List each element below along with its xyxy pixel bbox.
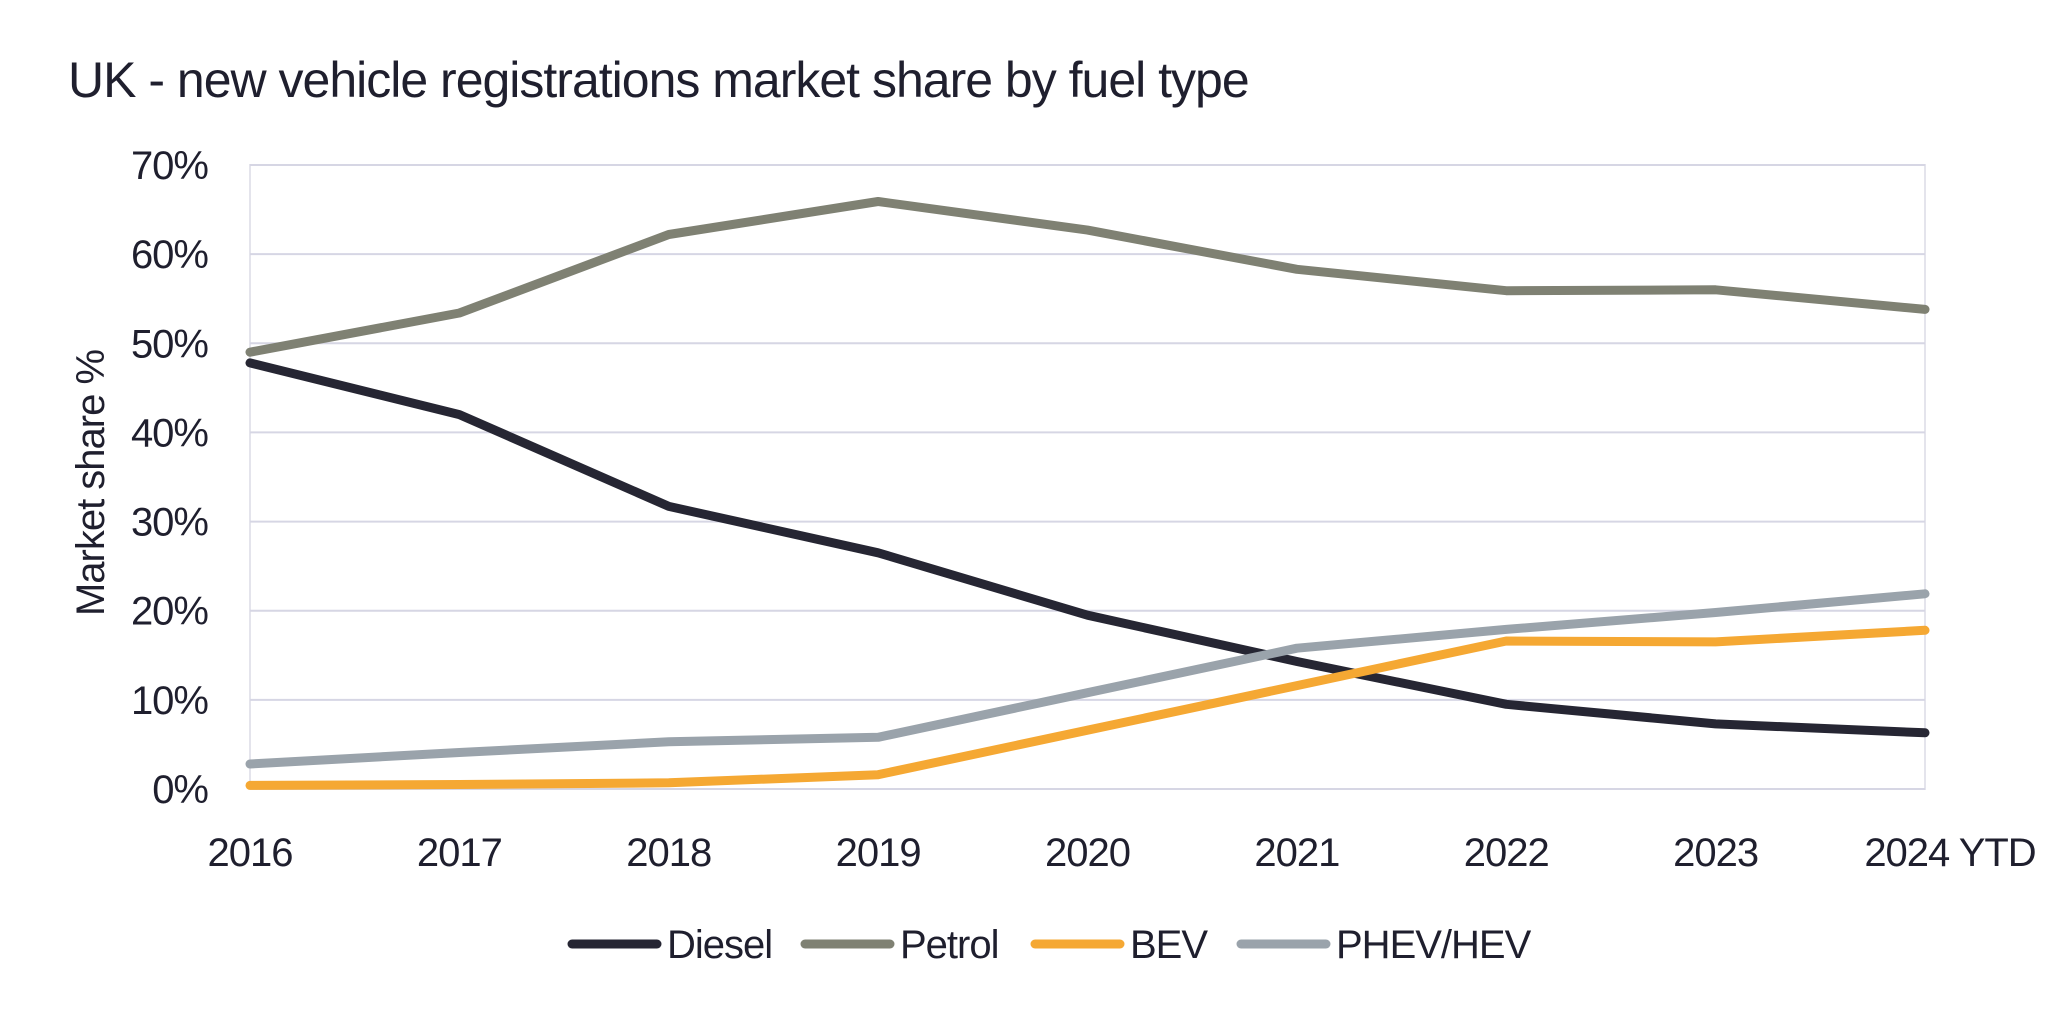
legend-label-bev: BEV [1130, 923, 1208, 967]
y-tick-label: 60% [131, 233, 208, 277]
legend-label-petrol: Petrol [900, 923, 999, 967]
series-line-diesel [245, 358, 1930, 738]
x-axis-ticks: 2016 2017 2018 2019 2020 2021 2022 2023 2024 YTD [208, 831, 2037, 875]
x-tick-label: 2022 [1464, 831, 1549, 875]
y-tick-label: 20% [131, 590, 208, 634]
x-tick-label: 2020 [1045, 831, 1130, 875]
series-line-petrol [245, 197, 1930, 357]
x-tick-label: 2019 [836, 831, 921, 875]
series-lines [245, 197, 1930, 790]
y-tick-label: 10% [131, 679, 208, 723]
x-tick-label: 2017 [417, 831, 502, 875]
gridlines [250, 164, 1925, 790]
y-axis-ticks: 0% 10% 20% 30% 40% 50% 60% 70% [131, 144, 209, 812]
x-tick-label: 2023 [1673, 831, 1758, 875]
series-line-phev-hev [245, 589, 1930, 769]
y-tick-label: 50% [131, 322, 208, 366]
legend-label-phev-hev: PHEV/HEV [1336, 923, 1532, 967]
x-tick-label: 2024 YTD [1864, 831, 2035, 875]
y-tick-label: 40% [131, 411, 208, 455]
x-tick-label: 2021 [1254, 831, 1339, 875]
y-tick-label: 0% [152, 768, 208, 812]
x-tick-label: 2018 [626, 831, 711, 875]
legend-label-diesel: Diesel [667, 923, 772, 967]
chart-title: UK - new vehicle registrations market sh… [68, 52, 1249, 108]
x-tick-label: 2016 [208, 831, 293, 875]
y-tick-label: 30% [131, 501, 208, 545]
y-tick-label: 70% [131, 144, 208, 188]
y-axis-title: Market share % [69, 350, 113, 617]
legend: Diesel Petrol BEV PHEV/HEV [567, 923, 1533, 967]
series-line-bev [245, 625, 1930, 790]
